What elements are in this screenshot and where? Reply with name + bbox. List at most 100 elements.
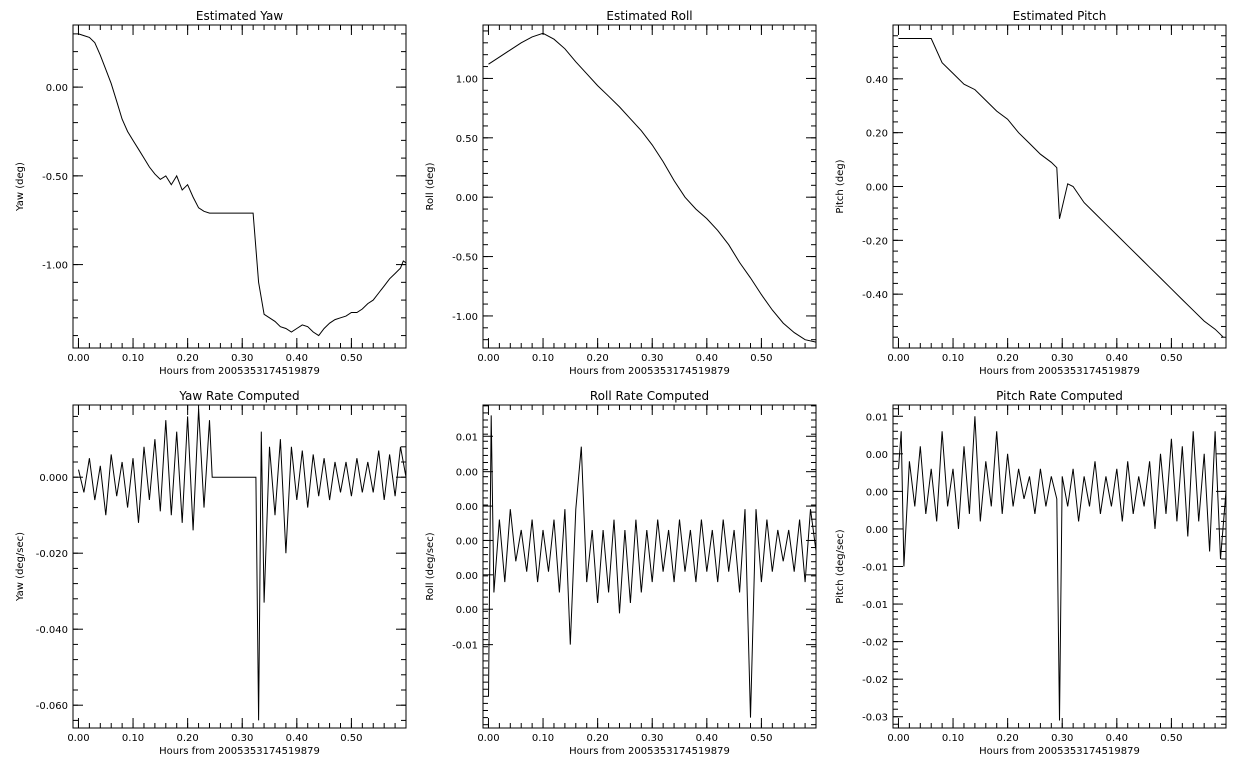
- plot-frame: [482, 404, 817, 729]
- chart-panel-4: Yaw Rate Computed Hours from 200535317451…: [15, 389, 407, 757]
- x-tick-label: 0.40: [286, 733, 308, 744]
- x-tick-label: 0.50: [750, 353, 772, 364]
- chart-title: Pitch Rate Computed: [996, 389, 1123, 403]
- chart-title: Roll Rate Computed: [590, 389, 709, 403]
- x-tick-label: 0.00: [887, 733, 909, 744]
- x-tick-label: 0.30: [641, 733, 663, 744]
- x-tick-label: 0.00: [477, 733, 499, 744]
- y-tick-label: -1.00: [42, 261, 68, 272]
- series-line: [78, 33, 407, 337]
- y-tick-label: 0.00: [866, 525, 888, 536]
- x-tick-label: 0.40: [1106, 353, 1128, 364]
- y-tick-label: 0.00: [456, 502, 478, 513]
- x-tick-label: 0.20: [177, 353, 199, 364]
- y-axis-label: Roll (deg/sec): [425, 532, 436, 600]
- x-tick-label: 0.20: [177, 733, 199, 744]
- y-tick-label: -0.060: [36, 701, 68, 712]
- x-axis-label: Hours from 2005353174519879: [979, 746, 1140, 757]
- x-axis-label: Hours from 2005353174519879: [979, 366, 1140, 377]
- y-tick-label: 0.00: [456, 571, 478, 582]
- x-tick-label: 0.40: [1106, 733, 1128, 744]
- series-line: [78, 408, 407, 721]
- y-tick-label: -0.02: [862, 638, 888, 649]
- y-tick-label: -0.01: [452, 641, 478, 652]
- x-tick-label: 0.50: [1160, 353, 1182, 364]
- y-tick-label: -0.02: [862, 675, 888, 686]
- x-tick-label: 0.10: [122, 353, 144, 364]
- x-tick-label: 0.00: [887, 353, 909, 364]
- chart-title: Estimated Pitch: [1013, 9, 1107, 23]
- chart-title: Yaw Rate Computed: [178, 389, 299, 403]
- y-tick-label: 0.50: [456, 134, 478, 145]
- x-tick-label: 0.20: [997, 733, 1019, 744]
- y-tick-label: 0.40: [866, 75, 888, 86]
- x-tick-label: 0.00: [67, 733, 89, 744]
- x-axis-label: Hours from 2005353174519879: [569, 366, 730, 377]
- plot-frame: [72, 24, 407, 349]
- y-tick-label: -0.01: [862, 563, 888, 574]
- x-tick-label: 0.30: [1051, 733, 1073, 744]
- x-tick-label: 0.30: [1051, 353, 1073, 364]
- y-tick-label: 0.20: [866, 129, 888, 140]
- x-tick-label: 0.00: [67, 353, 89, 364]
- x-tick-label: 0.10: [532, 733, 554, 744]
- series-line: [488, 32, 817, 343]
- y-tick-label: -0.020: [36, 549, 68, 560]
- x-axis-label: Hours from 2005353174519879: [159, 746, 320, 757]
- y-tick-label: 0.01: [456, 432, 478, 443]
- y-tick-label: 0.00: [866, 487, 888, 498]
- y-tick-label: -0.20: [862, 236, 888, 247]
- y-tick-label: 0.00: [46, 83, 68, 94]
- x-tick-label: 0.10: [532, 353, 554, 364]
- chart-title: Estimated Roll: [606, 9, 692, 23]
- y-tick-label: 0.000: [39, 473, 68, 484]
- y-tick-label: -0.01: [862, 600, 888, 611]
- chart-panel-6: Pitch Rate Computed Hours from 2005353174…: [835, 389, 1227, 757]
- y-tick-label: 0.00: [456, 468, 478, 479]
- x-axis-label: Hours from 2005353174519879: [159, 366, 320, 377]
- y-tick-label: 1.00: [456, 74, 478, 85]
- x-tick-label: 0.00: [477, 353, 499, 364]
- x-tick-label: 0.10: [942, 353, 964, 364]
- y-tick-label: 0.00: [866, 183, 888, 194]
- y-axis-label: Roll (deg): [425, 162, 436, 210]
- y-axis-label: Pitch (deg): [835, 159, 846, 213]
- series-line: [488, 415, 817, 718]
- y-tick-label: 0.00: [866, 450, 888, 461]
- x-tick-label: 0.50: [340, 733, 362, 744]
- x-tick-label: 0.50: [340, 353, 362, 364]
- y-axis-label: Yaw (deg): [15, 162, 26, 212]
- y-tick-label: 0.00: [456, 193, 478, 204]
- x-tick-label: 0.10: [942, 733, 964, 744]
- x-tick-label: 0.20: [587, 353, 609, 364]
- chart-panel-5: Roll Rate Computed Hours from 20053531745…: [425, 389, 817, 757]
- y-axis-label: Yaw (deg/sec): [15, 532, 26, 602]
- x-tick-label: 0.50: [750, 733, 772, 744]
- x-tick-label: 0.10: [122, 733, 144, 744]
- x-tick-label: 0.20: [587, 733, 609, 744]
- x-tick-label: 0.30: [231, 733, 253, 744]
- plot-frame: [72, 404, 407, 729]
- x-tick-label: 0.40: [696, 733, 718, 744]
- x-tick-label: 0.50: [1160, 733, 1182, 744]
- y-tick-label: -0.50: [452, 253, 478, 264]
- plot-frame: [892, 24, 1227, 349]
- x-tick-label: 0.30: [231, 353, 253, 364]
- x-tick-label: 0.40: [696, 353, 718, 364]
- chart-panel-3: Estimated Pitch Hours from 20053531745198…: [835, 9, 1227, 377]
- x-tick-label: 0.40: [286, 353, 308, 364]
- y-tick-label: -0.03: [862, 713, 888, 724]
- chart-title: Estimated Yaw: [196, 9, 283, 23]
- x-tick-label: 0.20: [997, 353, 1019, 364]
- y-axis-label: Pitch (deg/sec): [835, 529, 846, 604]
- y-tick-label: -1.00: [452, 312, 478, 323]
- x-axis-label: Hours from 2005353174519879: [569, 746, 730, 757]
- chart-panel-1: Estimated Yaw Hours from 2005353174519879…: [15, 9, 407, 377]
- x-tick-label: 0.30: [641, 353, 663, 364]
- y-tick-label: -0.40: [862, 290, 888, 301]
- y-tick-label: -0.040: [36, 625, 68, 636]
- y-tick-label: 0.00: [456, 536, 478, 547]
- plot-frame: [482, 24, 817, 349]
- y-tick-label: 0.01: [866, 412, 888, 423]
